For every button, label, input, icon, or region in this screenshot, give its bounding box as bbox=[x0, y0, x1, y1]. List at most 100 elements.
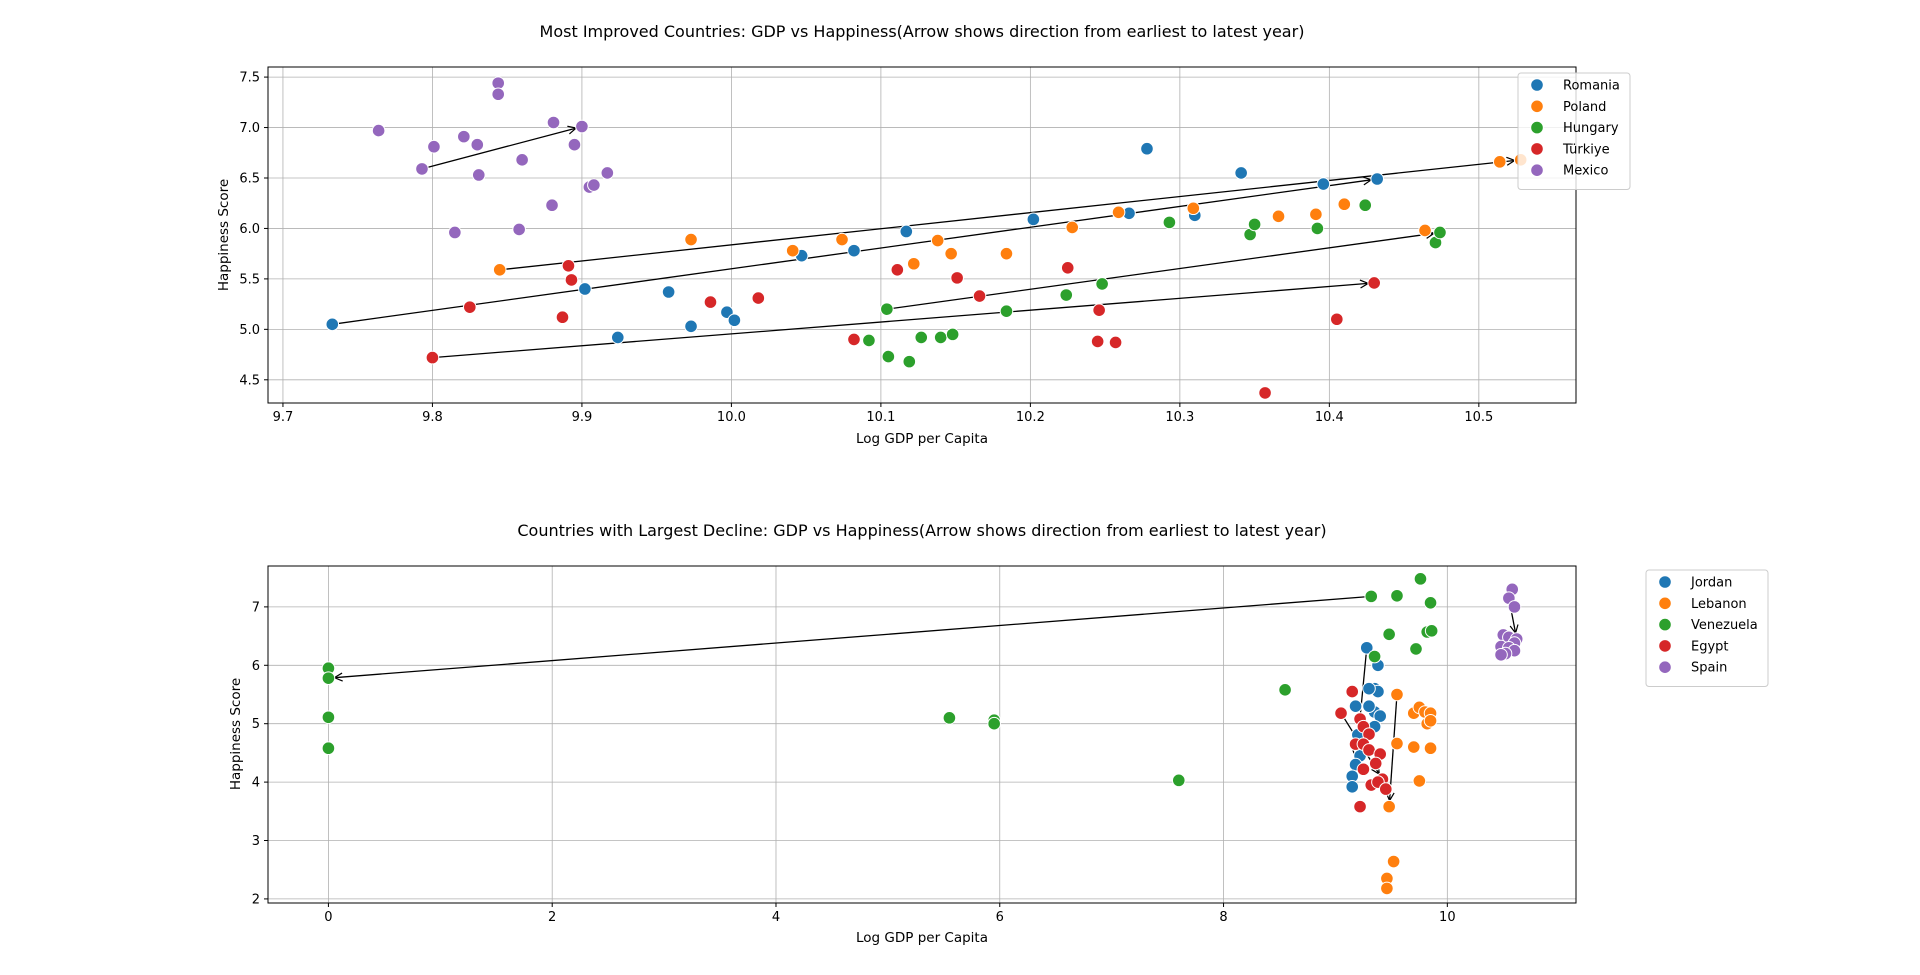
lebanon-point bbox=[1423, 713, 1438, 728]
poland-point bbox=[906, 256, 921, 271]
mexico-arrow bbox=[421, 128, 576, 170]
poland-point bbox=[999, 246, 1014, 261]
poland-point bbox=[930, 233, 945, 248]
x-tick-label: 10.4 bbox=[1315, 410, 1344, 425]
poland-point bbox=[944, 246, 958, 261]
y-tick-label: 7 bbox=[252, 600, 260, 615]
lebanon-point bbox=[1412, 774, 1427, 788]
legend-label-spain: Spain bbox=[1691, 661, 1727, 676]
legend-label-mexico: Mexico bbox=[1563, 164, 1608, 179]
y-tick-label: 4 bbox=[252, 776, 260, 791]
legend-label-poland: Poland bbox=[1563, 100, 1606, 115]
hungary-point bbox=[1059, 288, 1074, 302]
legend-label-t-rkiye: Türkiye bbox=[1562, 142, 1610, 157]
mexico-point bbox=[512, 222, 526, 237]
hungary-point bbox=[902, 354, 917, 369]
poland-point bbox=[1065, 220, 1080, 235]
x-tick-label: 4 bbox=[772, 910, 780, 925]
egypt-point bbox=[1353, 799, 1367, 814]
romania-point bbox=[684, 319, 698, 334]
venezuela-point bbox=[1367, 649, 1382, 664]
y-axis-label: Happiness Score bbox=[228, 678, 244, 790]
poland-point bbox=[684, 232, 698, 247]
lebanon-point bbox=[1390, 736, 1404, 751]
mexico-point bbox=[471, 168, 486, 182]
t-rkiye-point bbox=[1258, 386, 1272, 400]
jordan-point bbox=[1345, 779, 1360, 794]
mexico-point bbox=[545, 198, 559, 213]
x-tick-label: 10 bbox=[1439, 910, 1456, 925]
legend-marker-romania bbox=[1530, 78, 1544, 92]
egypt-point bbox=[1368, 756, 1383, 771]
x-tick-label: 8 bbox=[1219, 910, 1227, 925]
legend-marker-t-rkiye bbox=[1530, 142, 1544, 156]
jordan-point bbox=[1359, 640, 1374, 655]
legend: Romania Poland Hungary Türkiye Mexico bbox=[1517, 72, 1631, 190]
hungary-point bbox=[1358, 198, 1373, 213]
t-rkiye-point bbox=[703, 295, 718, 309]
x-tick-label: 0 bbox=[324, 910, 332, 925]
mexico-point bbox=[600, 166, 615, 180]
legend-box bbox=[1645, 569, 1769, 687]
venezuela-point bbox=[1390, 588, 1404, 603]
t-rkiye-point bbox=[1108, 335, 1123, 350]
legend-label-hungary: Hungary bbox=[1563, 121, 1619, 136]
hungary-point bbox=[933, 330, 948, 345]
romania-point bbox=[727, 313, 742, 328]
romania-point bbox=[1370, 172, 1384, 186]
x-axis-label: Log GDP per Capita bbox=[856, 930, 988, 946]
trend-arrows bbox=[334, 595, 1515, 800]
romania-point bbox=[1026, 212, 1041, 227]
poland-point bbox=[835, 232, 849, 247]
poland-point bbox=[1111, 205, 1126, 220]
romania-point bbox=[325, 317, 340, 332]
legend-label-jordan: Jordan bbox=[1690, 576, 1732, 591]
egypt-point bbox=[1334, 706, 1348, 720]
t-rkiye-point bbox=[847, 332, 861, 347]
t-rkiye-point bbox=[1060, 260, 1075, 275]
y-tick-label: 7.5 bbox=[239, 71, 260, 86]
mexico-point bbox=[575, 119, 589, 134]
hungary-point bbox=[945, 327, 960, 342]
hungary-point bbox=[1162, 215, 1177, 230]
romania-point bbox=[661, 285, 676, 299]
spain-point bbox=[1507, 600, 1522, 614]
y-axis-label: Happiness Score bbox=[216, 179, 232, 291]
hungary-point bbox=[1095, 277, 1109, 291]
y-tick-label: 7.0 bbox=[239, 121, 260, 136]
mexico-point bbox=[427, 139, 441, 154]
lebanon-point bbox=[1380, 881, 1394, 896]
mexico-point bbox=[546, 115, 561, 130]
romania-point bbox=[1140, 141, 1154, 156]
jordan-point bbox=[1362, 699, 1376, 713]
legend-box bbox=[1517, 72, 1631, 190]
x-axis-label: Log GDP per Capita bbox=[856, 431, 988, 447]
chart-title: Most Improved Countries: GDP vs Happines… bbox=[540, 22, 1305, 41]
jordan-point bbox=[1362, 681, 1376, 696]
legend-marker-hungary bbox=[1530, 120, 1544, 135]
venezuela-point bbox=[1382, 627, 1396, 642]
hungary-point bbox=[1247, 217, 1262, 232]
mexico-point bbox=[457, 129, 471, 144]
y-tick-label: 5.0 bbox=[239, 323, 260, 338]
hungary-point bbox=[999, 304, 1014, 318]
romania-point bbox=[1234, 166, 1248, 180]
t-rkiye-point bbox=[751, 291, 766, 305]
poland-point bbox=[1271, 209, 1286, 224]
venezuela-point bbox=[321, 671, 336, 685]
venezuela-point bbox=[321, 741, 336, 756]
venezuela-arrow bbox=[334, 595, 1372, 677]
improved-countries-chart: Most Improved Countries: GDP vs Happines… bbox=[216, 22, 1631, 447]
y-tick-label: 5.5 bbox=[239, 272, 260, 287]
legend-marker-mexico bbox=[1530, 163, 1544, 177]
spain-point bbox=[1494, 647, 1508, 662]
x-tick-label: 9.9 bbox=[572, 410, 593, 425]
lebanon-point bbox=[1386, 854, 1401, 869]
data-points bbox=[321, 572, 1524, 896]
poland-point bbox=[1337, 197, 1352, 212]
hungary-point bbox=[881, 349, 896, 364]
axis-ticks: 9.7 9.8 9.9 10.0 10.1 10.2 10.3 10.4 10.5 4.5 5.0 5… bbox=[239, 71, 1493, 425]
t-rkiye-arrow bbox=[432, 283, 1368, 359]
x-tick-label: 2 bbox=[548, 910, 556, 925]
